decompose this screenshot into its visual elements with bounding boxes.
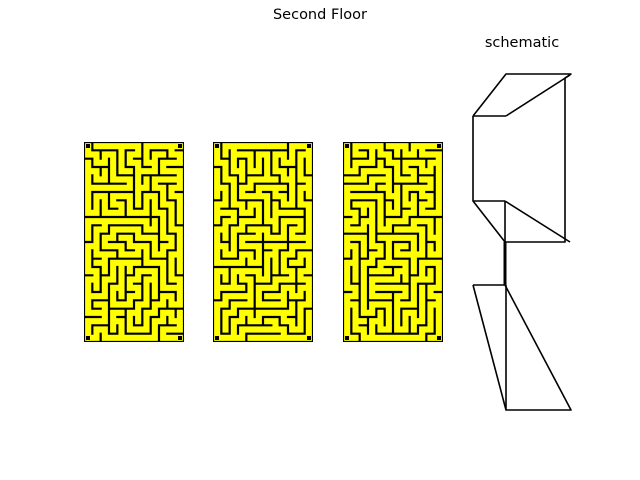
schematic-upper-diagonal xyxy=(505,74,571,117)
schematic-upper-diagonal-2 xyxy=(504,200,571,243)
maze-corner-marker xyxy=(437,144,441,148)
maze-walls xyxy=(84,142,184,342)
maze-panel-1 xyxy=(84,142,184,342)
maze-panel-2 xyxy=(213,142,313,342)
maze-panel-3 xyxy=(343,142,443,342)
schematic-lower-outline xyxy=(472,284,572,411)
maze-corner-marker xyxy=(307,336,311,340)
maze-walls xyxy=(343,142,443,342)
figure-title: Second Floor xyxy=(272,7,368,23)
maze-corner-marker xyxy=(86,144,90,148)
maze-corner-marker xyxy=(178,144,182,148)
maze-corner-marker xyxy=(215,144,219,148)
maze-corner-marker xyxy=(307,144,311,148)
maze-corner-marker xyxy=(345,336,349,340)
maze-corner-marker xyxy=(345,144,349,148)
maze-corner-marker xyxy=(178,336,182,340)
maze-corner-marker xyxy=(215,336,219,340)
maze-corner-marker xyxy=(437,336,441,340)
schematic-title: schematic xyxy=(484,35,560,51)
maze-corner-marker xyxy=(86,336,90,340)
maze-walls xyxy=(213,142,313,342)
schematic-upper-outline xyxy=(472,73,572,243)
